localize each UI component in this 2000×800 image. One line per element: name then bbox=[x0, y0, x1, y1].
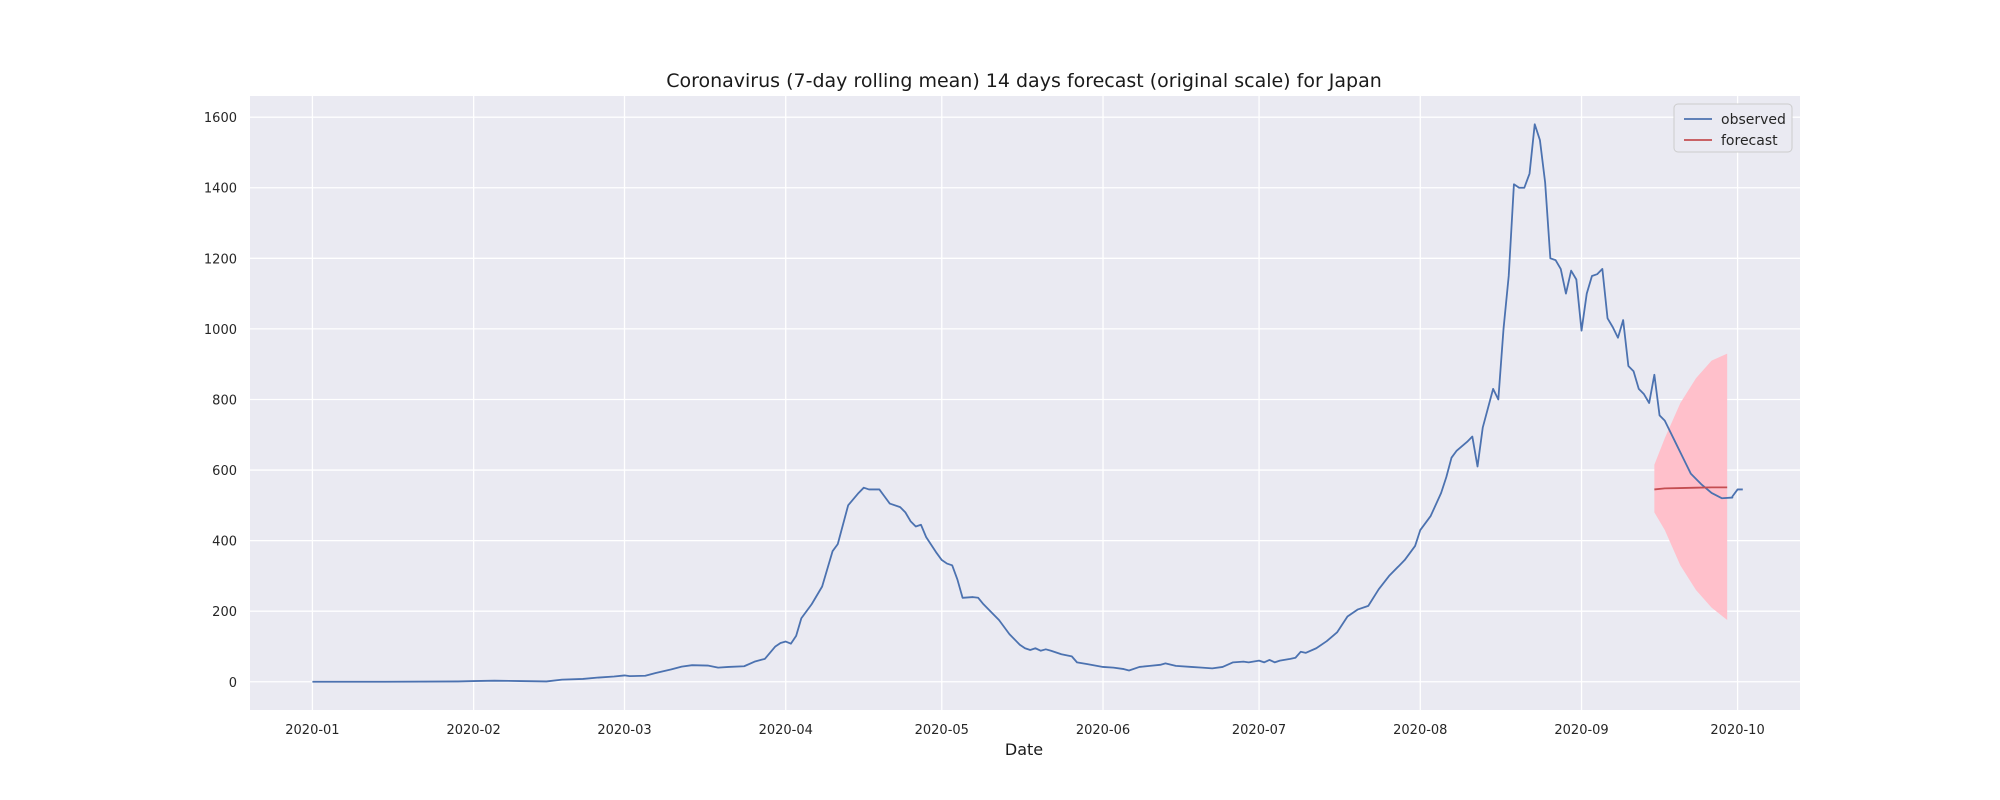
grid bbox=[250, 96, 1800, 710]
x-axis-ticks: 2020-01 2020-02 2020-03 2020-04 2020-05 2020-… bbox=[285, 723, 1764, 738]
y-tick-label: 1600 bbox=[204, 111, 237, 126]
x-axis-label: Date bbox=[1005, 740, 1043, 759]
y-tick-label: 800 bbox=[212, 393, 237, 408]
legend-label-forecast: forecast bbox=[1721, 133, 1778, 149]
y-tick-label: 600 bbox=[212, 464, 237, 479]
series bbox=[312, 123, 1743, 683]
x-tick-label: 2020-10 bbox=[1710, 723, 1764, 738]
x-tick-label: 2020-06 bbox=[1076, 723, 1130, 738]
plot-area bbox=[250, 96, 1800, 710]
forecast-line bbox=[1654, 486, 1728, 491]
chart-title: Coronavirus (7-day rolling mean) 14 days… bbox=[666, 70, 1382, 92]
confidence-interval bbox=[1654, 353, 1728, 621]
x-tick-label: 2020-08 bbox=[1393, 723, 1447, 738]
forecast-interval-band bbox=[1654, 353, 1728, 621]
observed-line bbox=[312, 123, 1743, 683]
y-axis-ticks: 0 200 400 600 800 1000 1200 1400 1600 bbox=[204, 111, 237, 691]
x-tick-label: 2020-04 bbox=[759, 723, 813, 738]
x-tick-label: 2020-03 bbox=[597, 723, 651, 738]
x-tick-label: 2020-01 bbox=[285, 723, 339, 738]
legend: observed forecast bbox=[1673, 103, 1793, 153]
legend-label-observed: observed bbox=[1721, 112, 1786, 128]
x-tick-label: 2020-02 bbox=[446, 723, 500, 738]
y-tick-label: 1200 bbox=[204, 252, 237, 267]
y-tick-label: 1000 bbox=[204, 323, 237, 338]
y-tick-label: 200 bbox=[212, 605, 237, 620]
x-tick-label: 2020-05 bbox=[915, 723, 969, 738]
y-tick-label: 400 bbox=[212, 535, 237, 550]
x-tick-label: 2020-09 bbox=[1554, 723, 1608, 738]
x-tick-label: 2020-07 bbox=[1232, 723, 1286, 738]
y-tick-label: 1400 bbox=[204, 182, 237, 197]
y-tick-label: 0 bbox=[229, 676, 237, 691]
